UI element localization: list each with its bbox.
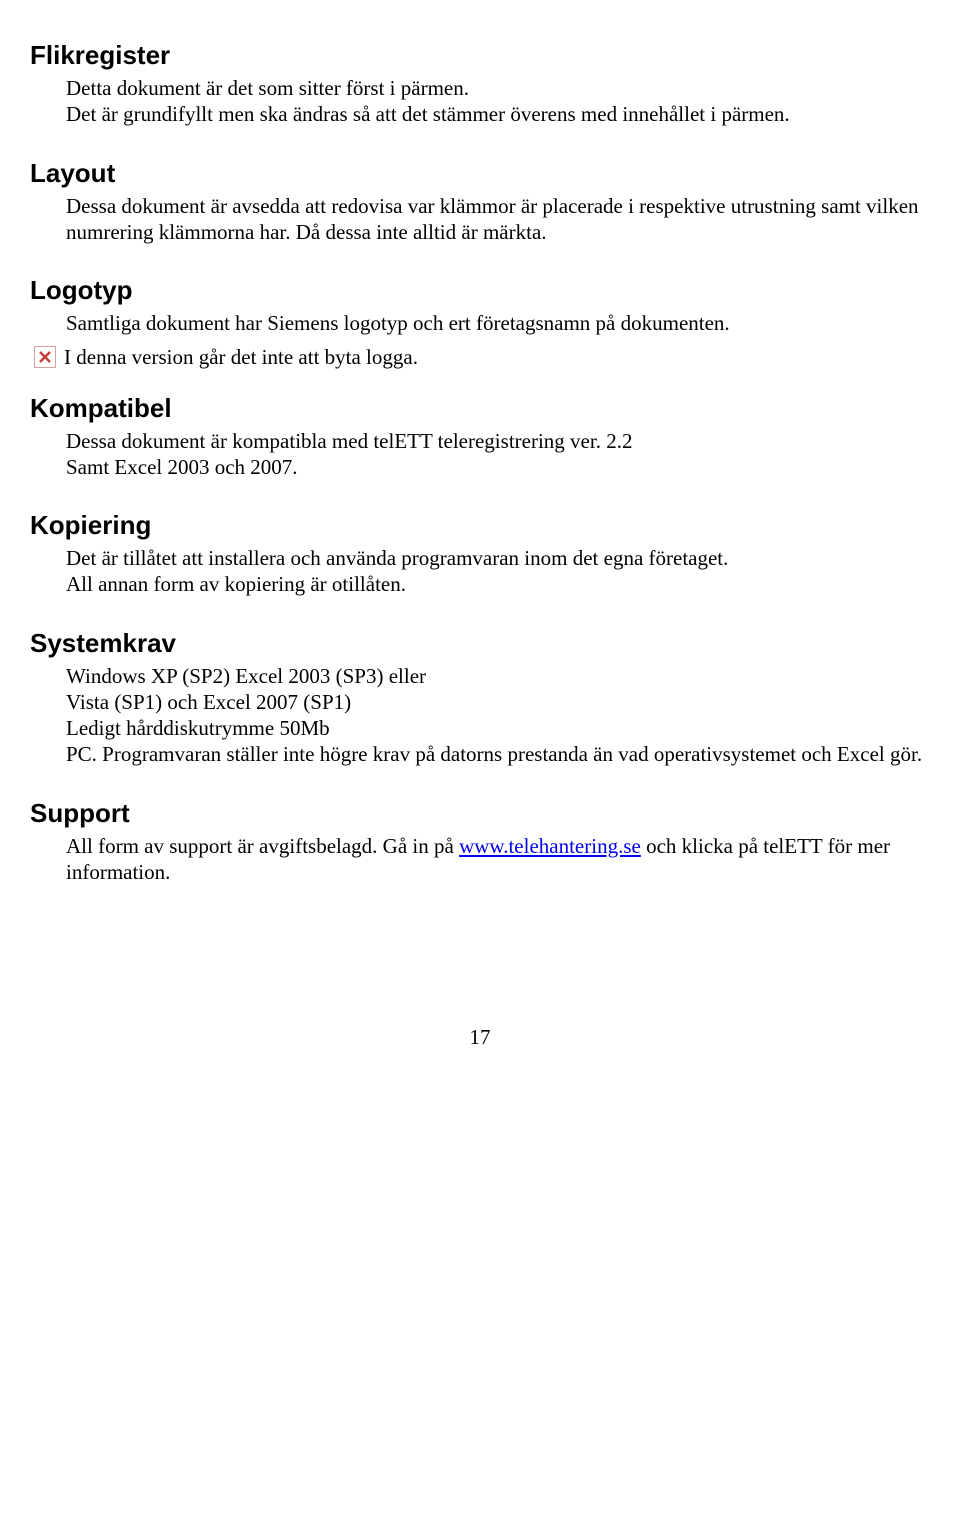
body-layout: Dessa dokument är avsedda att redovisa v…	[66, 193, 930, 246]
body-kopiering: Det är tillåtet att installera och använ…	[66, 545, 930, 598]
body-logotyp-line2: I denna version går det inte att byta lo…	[64, 344, 418, 370]
body-systemkrav: Windows XP (SP2) Excel 2003 (SP3) ellerV…	[66, 663, 930, 768]
heading-layout: Layout	[30, 136, 930, 189]
body-support: All form av support är avgiftsbelagd. Gå…	[66, 833, 930, 886]
heading-systemkrav: Systemkrav	[30, 606, 930, 659]
heading-kopiering: Kopiering	[30, 488, 930, 541]
body-kompatibel: Dessa dokument är kompatibla med telETT …	[66, 428, 930, 481]
heading-logotyp: Logotyp	[30, 253, 930, 306]
heading-kompatibel: Kompatibel	[30, 371, 930, 424]
support-prefix: All form av support är avgiftsbelagd. Gå…	[66, 834, 459, 858]
heading-support: Support	[30, 776, 930, 829]
page-number: 17	[30, 1025, 930, 1050]
logotyp-icon-line: I denna version går det inte att byta lo…	[30, 344, 930, 370]
support-link[interactable]: www.telehantering.se	[459, 834, 641, 858]
heading-flikregister: Flikregister	[30, 40, 930, 71]
body-logotyp-line1: Samtliga dokument har Siemens logotyp oc…	[66, 310, 930, 336]
body-flikregister: Detta dokument är det som sitter först i…	[66, 75, 930, 128]
broken-image-icon	[34, 346, 56, 368]
